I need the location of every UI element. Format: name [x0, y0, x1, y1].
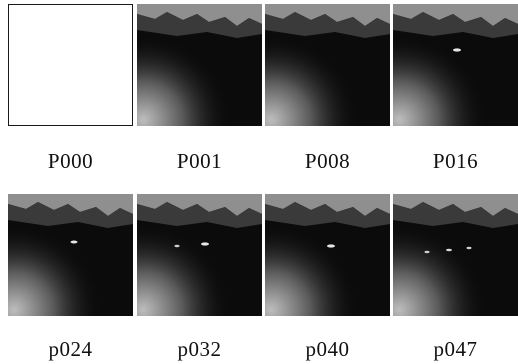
frame-label: P000	[47, 149, 94, 173]
frame-label: P016	[432, 149, 479, 173]
frame-thumbnail	[265, 4, 390, 126]
frame-image	[265, 194, 390, 316]
frame-image	[265, 4, 390, 126]
frame-thumbnail	[137, 194, 262, 316]
bright-spot	[201, 242, 209, 246]
frame-thumbnail-blank	[8, 4, 133, 126]
frame-image	[137, 4, 262, 126]
frame-label: P001	[176, 149, 223, 173]
frame-image	[393, 4, 518, 126]
frame-image	[8, 194, 133, 316]
frame-thumbnail	[137, 4, 262, 126]
frame-label: P008	[304, 149, 351, 173]
frame-label: p047	[433, 337, 478, 361]
frame-thumbnail	[265, 194, 390, 316]
frame-label: p040	[305, 337, 350, 361]
bright-spot	[446, 248, 452, 252]
frame-thumbnail	[8, 194, 133, 316]
bright-spot	[70, 240, 78, 244]
frame-label: p024	[48, 337, 93, 361]
bright-spot	[174, 244, 180, 248]
frame-thumbnail	[393, 194, 518, 316]
bright-spot	[327, 244, 335, 248]
frame-label: p032	[177, 337, 222, 361]
frame-image	[393, 194, 518, 316]
frame-thumbnail	[393, 4, 518, 126]
bright-spot	[466, 246, 472, 250]
bright-spot	[424, 250, 430, 254]
frame-image	[137, 194, 262, 316]
bright-spot	[453, 48, 461, 52]
